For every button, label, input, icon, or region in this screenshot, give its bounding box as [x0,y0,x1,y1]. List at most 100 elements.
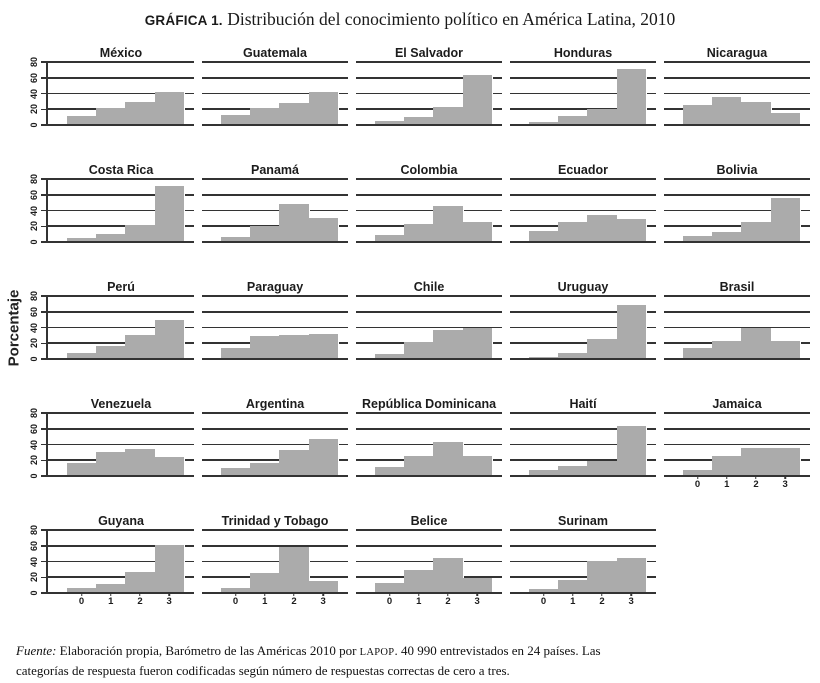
bar-2 [125,334,156,359]
figure-number-label: GRÁFICA 1. [144,13,223,28]
bar-1 [712,456,743,476]
x-tick-label: 3 [782,479,788,490]
gridline-0 [202,475,348,477]
bar-1 [558,222,589,242]
facet-panel-guyana: Guyana 0 20 40 60 80 0 1 2 3 [29,514,194,607]
gridline-60 [48,310,194,313]
bar-3 [154,457,185,476]
facet-title: Trinidad y Tobago [221,514,329,528]
facet-plot [202,178,348,243]
facet-title: Guatemala [243,46,307,60]
gridline-0 [664,358,810,360]
bar-3 [462,455,493,476]
gridline-0 [48,358,194,360]
facet-panel-paraguay: Paraguay [202,280,348,360]
x-tick [293,593,295,596]
facet-plot [202,61,348,126]
bar-2 [587,339,618,359]
bar-3 [616,219,647,242]
y-tick [41,560,47,563]
y-tick-label: 20 [29,104,39,115]
bar-0 [66,116,98,125]
y-tick [41,194,47,196]
y-tick [41,108,47,110]
x-tick [110,593,112,596]
x-tick [696,476,699,479]
gridline-0 [356,358,502,360]
gridline-20 [510,576,656,579]
gridline-60 [356,544,502,547]
facet-panel-haiti: Haití [510,397,656,477]
gridline-40 [356,326,502,329]
x-tick [601,593,603,596]
x-tick-label: 0 [694,479,701,490]
x-tick [139,593,141,596]
bar-1 [250,226,281,242]
y-tick [41,475,47,477]
facet-panel-belice: Belice 0 1 2 3 [356,514,502,607]
y-axis-line [46,412,48,477]
bar-3 [154,91,185,125]
y-tick [41,124,47,126]
gridline-80 [664,412,810,414]
facet-plot [356,295,502,360]
y-tick-label: 0 [29,122,39,128]
y-tick-label: 60 [29,189,39,200]
facet-panel-nicaragua: Nicaragua [664,46,810,126]
x-tick-label: 0 [232,596,239,607]
bar-1 [250,336,281,359]
bar-3 [308,438,339,476]
bar-3 [616,558,647,593]
gridline-20 [510,342,656,345]
gridline-0 [48,124,194,126]
y-tick [41,61,47,63]
y-tick [41,178,47,180]
gridline-80 [48,61,194,63]
bar-2 [279,547,310,593]
y-tick [41,592,47,594]
gridline-60 [202,544,348,547]
bar-2 [279,450,310,476]
gridline-40 [510,209,656,212]
y-tick [41,342,47,344]
gridline-40 [664,443,810,446]
bar-3 [770,340,801,359]
facet-panel-republica-dominicana: República Dominicana [356,397,502,477]
bar-3 [616,426,647,476]
facet-panel-argentina: Argentina [202,397,348,477]
y-tick [41,459,47,461]
facet-plot [202,295,348,360]
y-tick-label: 60 [29,306,39,317]
gridline-60 [664,76,810,79]
bar-3 [308,333,339,359]
y-tick-label: 0 [29,473,39,479]
bar-3 [154,186,185,242]
bar-3 [308,91,339,125]
gridline-60 [48,193,194,196]
y-axis-line [46,61,48,126]
x-tick [572,593,574,596]
y-tick [41,428,47,430]
x-tick-label: 1 [570,596,576,607]
x-tick-label: 3 [628,596,634,607]
bar-2 [587,560,618,593]
gridline-20 [510,459,656,462]
bar-3 [616,304,647,359]
y-tick [41,295,47,297]
x-tick-label: 1 [724,479,730,490]
facet-panel-jamaica: Jamaica 0 1 2 3 [664,397,810,490]
gridline-40 [202,443,348,446]
y-tick [41,443,47,446]
facet-plot [510,412,656,477]
gridline-40 [664,92,810,95]
bar-3 [154,544,185,593]
bar-1 [712,97,743,125]
bar-1 [558,580,589,593]
bar-3 [462,578,493,593]
x-tick-label: 2 [599,596,605,607]
gridline-0 [356,124,502,126]
gridline-0 [664,241,810,243]
gridline-80 [664,61,810,63]
bar-1 [558,116,589,125]
bar-1 [96,234,127,242]
